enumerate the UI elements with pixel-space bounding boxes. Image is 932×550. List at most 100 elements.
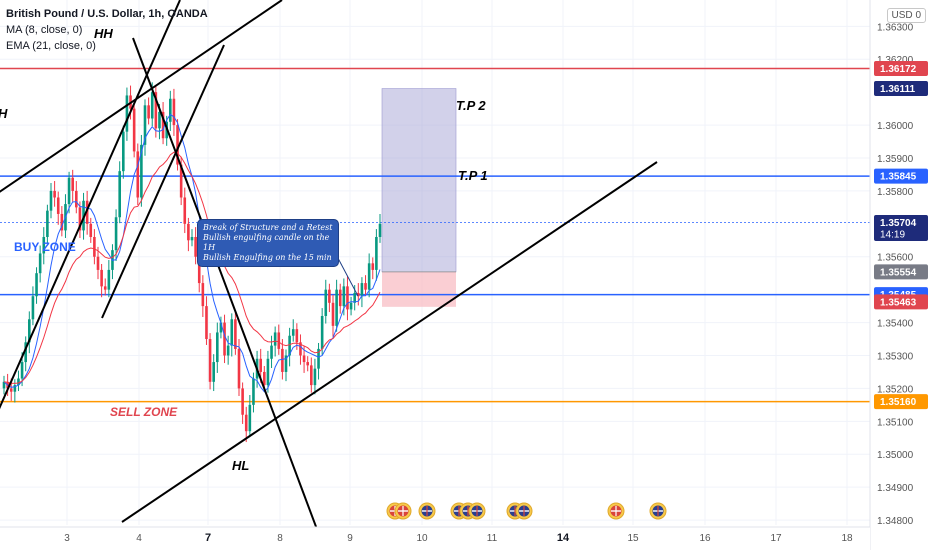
callout-line-3: Bullish Engulfing on the 15 min — [203, 253, 332, 262]
candle-body — [252, 378, 255, 405]
currency-button[interactable]: USD 0 — [886, 8, 926, 23]
price-tick: 1.35300 — [877, 351, 914, 362]
ma-indicator-label[interactable]: MA (8, close, 0) — [6, 24, 83, 36]
tp1-label: T.P 1 — [458, 168, 488, 183]
candle-body — [375, 236, 378, 270]
event-flags[interactable] — [386, 502, 667, 520]
price-tick: 1.35800 — [877, 187, 914, 198]
candle-body — [263, 371, 266, 386]
candle-body — [150, 92, 154, 119]
candle-body — [67, 177, 71, 205]
price-badge — [874, 294, 928, 310]
candle-body — [172, 98, 176, 126]
candle-body — [24, 342, 27, 363]
candle-body — [306, 362, 309, 366]
moving-averages — [3, 113, 381, 393]
ema-indicator-label[interactable]: EMA (21, close, 0) — [6, 40, 96, 52]
trendline — [101, 44, 225, 319]
trendline — [0, 0, 181, 410]
candles — [2, 82, 382, 443]
candle-body — [179, 164, 183, 198]
candle-body — [13, 385, 17, 392]
candle-body — [219, 322, 223, 333]
candle-body — [140, 144, 143, 198]
candle-body — [132, 108, 136, 152]
price-tick: 1.35900 — [877, 154, 914, 165]
candle-body — [270, 345, 273, 359]
candle-body — [223, 322, 226, 356]
analysis-callout: Break of Structure and a Retest Bullish … — [197, 219, 339, 267]
candle-body — [125, 95, 129, 132]
candle-body — [89, 223, 93, 237]
candle-body — [353, 292, 356, 303]
candle-body — [288, 335, 291, 356]
candle-body — [118, 171, 121, 218]
candle-body — [208, 339, 212, 382]
candle-body — [241, 388, 244, 415]
candle-body — [212, 362, 215, 382]
candle-body — [342, 286, 346, 307]
price-tick: 1.34900 — [877, 483, 914, 494]
candle-body — [295, 329, 299, 343]
candle-body — [346, 286, 349, 310]
candle-body — [328, 289, 331, 303]
price-badge-label: 1.36172 — [880, 64, 917, 75]
candle-body — [360, 283, 364, 297]
stop-loss-zone — [382, 271, 456, 307]
candle-body — [201, 283, 205, 307]
candle-body — [248, 404, 252, 432]
price-badge-label: 1.35463 — [880, 297, 917, 308]
candle-body — [338, 289, 342, 307]
candle-body — [35, 273, 38, 297]
candle-body — [169, 98, 172, 122]
price-badge — [874, 60, 928, 76]
candle-body — [122, 131, 125, 172]
candle-body — [49, 190, 53, 211]
chart-annotations: HH HL T.P 2 T.P 1 BUY ZONE SELL ZONE H — [0, 26, 488, 473]
candle-body — [197, 256, 201, 284]
candle-body — [244, 414, 248, 432]
position-zones — [381, 88, 457, 307]
candle-body — [371, 263, 375, 270]
take-profit-zone — [381, 88, 457, 273]
currency-suffix: 0 — [915, 10, 921, 21]
candle-body — [320, 315, 324, 349]
candle-body — [313, 368, 317, 386]
candle-body — [114, 217, 118, 251]
candle-body — [85, 200, 89, 224]
price-badge-label: 1.35845 — [880, 172, 917, 183]
time-tick: 15 — [627, 533, 639, 544]
time-tick: 11 — [487, 533, 498, 544]
price-axis[interactable]: 1.36300 1.36200 1.36000 1.35900 1.35800 1.356… — [869, 0, 932, 550]
trendline — [121, 161, 658, 523]
price-badge — [874, 81, 928, 97]
candle-body — [324, 289, 328, 316]
hh-label: HH — [94, 26, 113, 41]
time-axis[interactable]: 3 4 7 8 9 10 11 14 15 16 17 18 — [0, 526, 870, 550]
time-tick: 4 — [136, 533, 142, 544]
trendlines[interactable] — [0, 0, 658, 533]
candle-body — [56, 197, 60, 214]
candle-body — [277, 332, 281, 349]
symbol-title[interactable]: British Pound / U.S. Dollar, 1h, OANDA — [6, 8, 208, 20]
candle-body — [190, 236, 194, 241]
candle-body — [38, 253, 42, 274]
candle-body — [273, 332, 277, 346]
candle-body — [161, 111, 165, 139]
candle-body — [147, 105, 150, 119]
candle-body — [143, 105, 147, 145]
callout-line-1: Break of Structure and a Retest — [203, 223, 333, 232]
time-tick: 8 — [277, 533, 283, 544]
chart-legend: British Pound / U.S. Dollar, 1h, OANDA M… — [6, 6, 208, 54]
candle-body — [226, 345, 230, 356]
candle-body — [299, 342, 302, 356]
candle-body — [78, 207, 82, 231]
candle-body — [281, 348, 284, 372]
candle-body — [96, 256, 100, 270]
price-tick: 1.35200 — [877, 384, 914, 395]
candle-body — [266, 358, 270, 386]
candle-body — [364, 283, 367, 290]
candle-body — [335, 289, 338, 326]
candle-body — [317, 348, 320, 369]
